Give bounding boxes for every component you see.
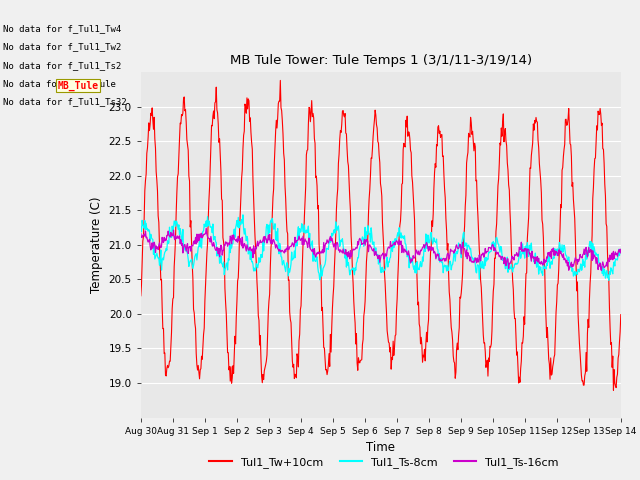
Text: No data for f_Tul1_Tw2: No data for f_Tul1_Tw2 [3, 42, 122, 51]
Text: No data for f_MB_Tule: No data for f_MB_Tule [3, 79, 116, 88]
Legend: Tul1_Tw+10cm, Tul1_Ts-8cm, Tul1_Ts-16cm: Tul1_Tw+10cm, Tul1_Ts-8cm, Tul1_Ts-16cm [205, 452, 563, 472]
Text: No data for f_Tul1_Tw4: No data for f_Tul1_Tw4 [3, 24, 122, 33]
Text: No data for f_Tul1_Ts32: No data for f_Tul1_Ts32 [3, 97, 127, 106]
X-axis label: Time: Time [366, 441, 396, 454]
Text: MB_Tule: MB_Tule [58, 80, 99, 91]
Y-axis label: Temperature (C): Temperature (C) [90, 196, 103, 293]
Title: MB Tule Tower: Tule Temps 1 (3/1/11-3/19/14): MB Tule Tower: Tule Temps 1 (3/1/11-3/19… [230, 54, 532, 67]
Text: No data for f_Tul1_Ts2: No data for f_Tul1_Ts2 [3, 60, 122, 70]
